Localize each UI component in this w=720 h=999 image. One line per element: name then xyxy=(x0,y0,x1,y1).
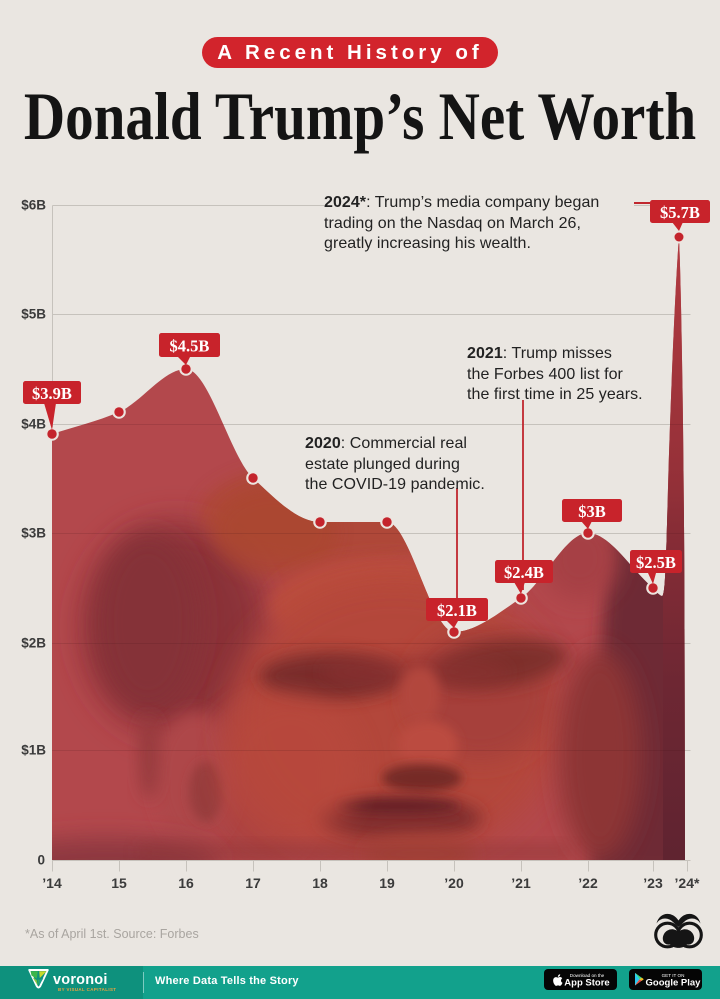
svg-text:17: 17 xyxy=(245,875,261,891)
svg-text:’20: ’20 xyxy=(444,875,464,891)
svg-text:GET IT ON: GET IT ON xyxy=(662,973,685,978)
svg-text:16: 16 xyxy=(178,875,194,891)
svg-text:Download on the: Download on the xyxy=(570,973,605,978)
svg-text:$3.9B: $3.9B xyxy=(32,384,72,403)
svg-text:$5B: $5B xyxy=(21,307,46,322)
svg-text:19: 19 xyxy=(379,875,395,891)
svg-text:$2B: $2B xyxy=(21,636,46,651)
svg-text:$1B: $1B xyxy=(21,743,46,758)
svg-text:$4B: $4B xyxy=(21,417,46,432)
svg-text:18: 18 xyxy=(312,875,328,891)
svg-text:’23: ’23 xyxy=(643,875,663,891)
svg-text:App Store: App Store xyxy=(564,978,609,989)
svg-text:Google Play: Google Play xyxy=(646,978,702,989)
svg-text:’21: ’21 xyxy=(511,875,531,891)
svg-text:$6B: $6B xyxy=(21,198,46,213)
svg-text:’24*: ’24* xyxy=(675,875,700,891)
svg-text:$3B: $3B xyxy=(21,526,46,541)
svg-text:$2.5B: $2.5B xyxy=(636,553,676,572)
svg-text:’14: ’14 xyxy=(42,875,62,891)
svg-text:0: 0 xyxy=(37,853,45,868)
svg-text:$4.5B: $4.5B xyxy=(170,337,210,356)
svg-text:$5.7B: $5.7B xyxy=(660,203,700,222)
svg-text:’22: ’22 xyxy=(578,875,598,891)
svg-text:15: 15 xyxy=(111,875,127,891)
svg-text:$2.1B: $2.1B xyxy=(437,601,477,620)
svg-text:$3B: $3B xyxy=(578,502,606,521)
svg-text:$2.4B: $2.4B xyxy=(504,563,544,582)
